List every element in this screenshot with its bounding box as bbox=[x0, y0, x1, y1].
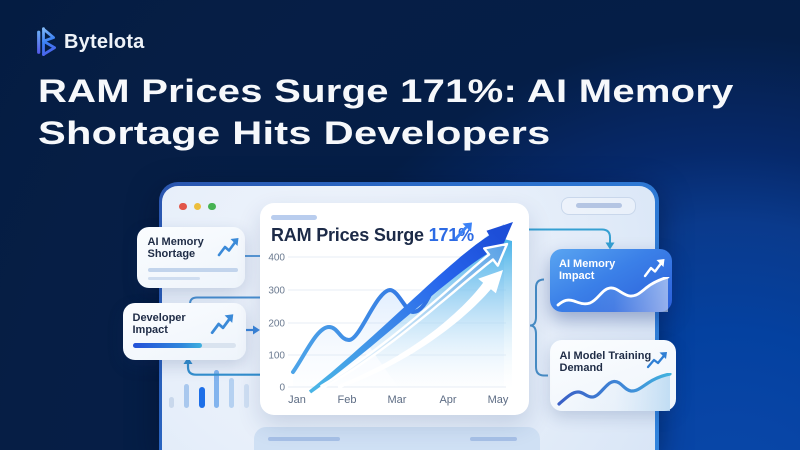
svg-text:Feb: Feb bbox=[338, 394, 357, 406]
svg-text:400: 400 bbox=[268, 253, 285, 264]
svg-text:Apr: Apr bbox=[439, 394, 456, 406]
svg-text:Mar: Mar bbox=[388, 394, 407, 406]
svg-text:Jan: Jan bbox=[288, 394, 306, 406]
svg-text:May: May bbox=[488, 394, 509, 406]
svg-text:300: 300 bbox=[268, 286, 285, 297]
svg-text:0: 0 bbox=[279, 383, 285, 394]
svg-text:100: 100 bbox=[268, 351, 285, 362]
svg-text:200: 200 bbox=[268, 319, 285, 330]
